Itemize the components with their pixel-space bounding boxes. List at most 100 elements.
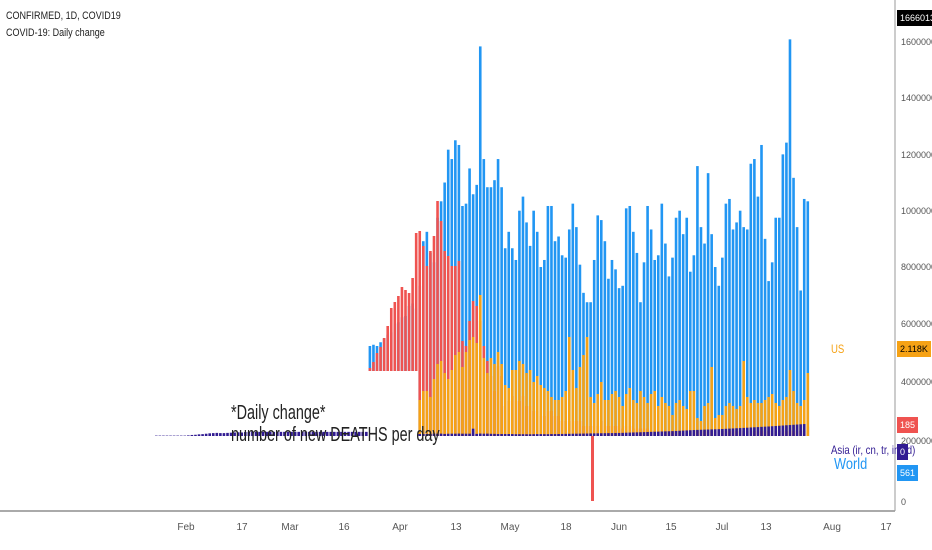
us-bar [649,394,653,436]
symbol-title: CONFIRMED, 1D, COVID19 [6,10,121,22]
world-bar [632,231,635,436]
asia-bar [642,432,646,436]
asia-bar [293,431,297,436]
asia-bar [749,427,753,436]
asia-bar [678,430,681,436]
asia-bar [632,432,635,436]
europe-bar [393,302,397,371]
us-bar [436,364,439,436]
us-bar [745,397,749,436]
us-bar [781,400,785,436]
world-bar [482,159,486,437]
asia-bar [624,432,628,436]
us-bar [795,403,799,436]
asia-bar [724,428,728,436]
us-bar [774,403,778,436]
europe-bar [450,266,454,436]
asia-bar [268,431,272,436]
x-tick-label: 17 [880,522,892,533]
asia-bar [350,431,354,436]
europe-bar [429,251,432,436]
europe-bar [379,347,382,371]
x-tick-label: 16 [338,522,350,533]
us-bar [685,409,689,436]
asia-bar [617,432,621,436]
world-bar [486,187,489,436]
us-bar [674,403,678,436]
world-bar [799,290,802,436]
world-bar [781,154,785,437]
asia-bar [585,433,589,436]
y-tick-label: 8000000 [901,262,932,272]
us-bar [422,391,425,436]
world-bar [596,215,600,436]
asia-bar [464,433,468,436]
world-bar [578,264,582,436]
us-bar [518,361,521,436]
world-bar [802,198,806,436]
asia-bar [567,433,571,436]
world-bar [539,267,543,436]
asia-bar [279,431,283,436]
asia-bar [311,431,315,436]
asia-bar [639,432,642,436]
asia-bar [525,434,528,436]
world-bar [617,288,621,436]
asia-bar [589,433,592,436]
us-bar [778,406,781,436]
world-bar [703,243,706,436]
asia-bar [197,434,201,436]
asia-bar [731,428,735,436]
us-bar [735,409,738,436]
us-bar [763,400,767,436]
x-axis-ticks: Feb 17 Mar 16 Apr 13 May 18 Jun 15 Jul 13 Aug 17 [177,522,892,533]
y-tick-label: 6000000 [901,319,932,329]
bar-layer [155,39,810,501]
asia-bar [653,431,656,436]
asia-bar [304,431,308,436]
us-bar [753,400,756,436]
us-bar [464,352,468,436]
asia-bar [603,433,607,436]
asia-bar [781,425,785,436]
asia-bar [607,433,610,436]
us-bar [624,394,628,436]
world-bar [749,163,753,436]
y-tick-label: 12000000 [901,150,932,160]
asia-bar [340,431,343,436]
world-bar [564,257,567,436]
us-bar [539,385,543,436]
asia-bar [500,433,503,436]
asia-bar [229,432,233,436]
us-bar [535,376,539,436]
asia-bar [418,433,422,436]
us-bar [546,391,550,436]
world-bar [546,205,550,436]
world-bar [589,302,592,436]
us-bar [432,379,436,436]
label-us: US [831,342,845,356]
world-bar [642,262,646,436]
world-bar [646,205,649,436]
y-tick-label: 16000000 [901,37,932,47]
us-bar [489,358,493,436]
asia-bar [436,433,439,436]
world-bar [543,259,546,437]
us-bar [749,403,753,436]
us-bar [785,397,788,436]
world-bar [763,238,767,436]
us-bar [439,361,443,436]
x-tick-label: Mar [281,522,299,533]
world-bar [756,196,760,436]
us-bar [721,415,724,436]
asia-bar [770,426,774,436]
asia-bar [297,431,300,436]
world-bar [660,203,664,436]
us-bar [457,352,461,436]
us-bar [521,364,525,436]
europe-bar [397,296,400,371]
asia-bar [236,432,240,436]
asia-bar [792,424,795,436]
us-bar [653,391,656,436]
price-tag-top: 16660138 [897,10,932,26]
